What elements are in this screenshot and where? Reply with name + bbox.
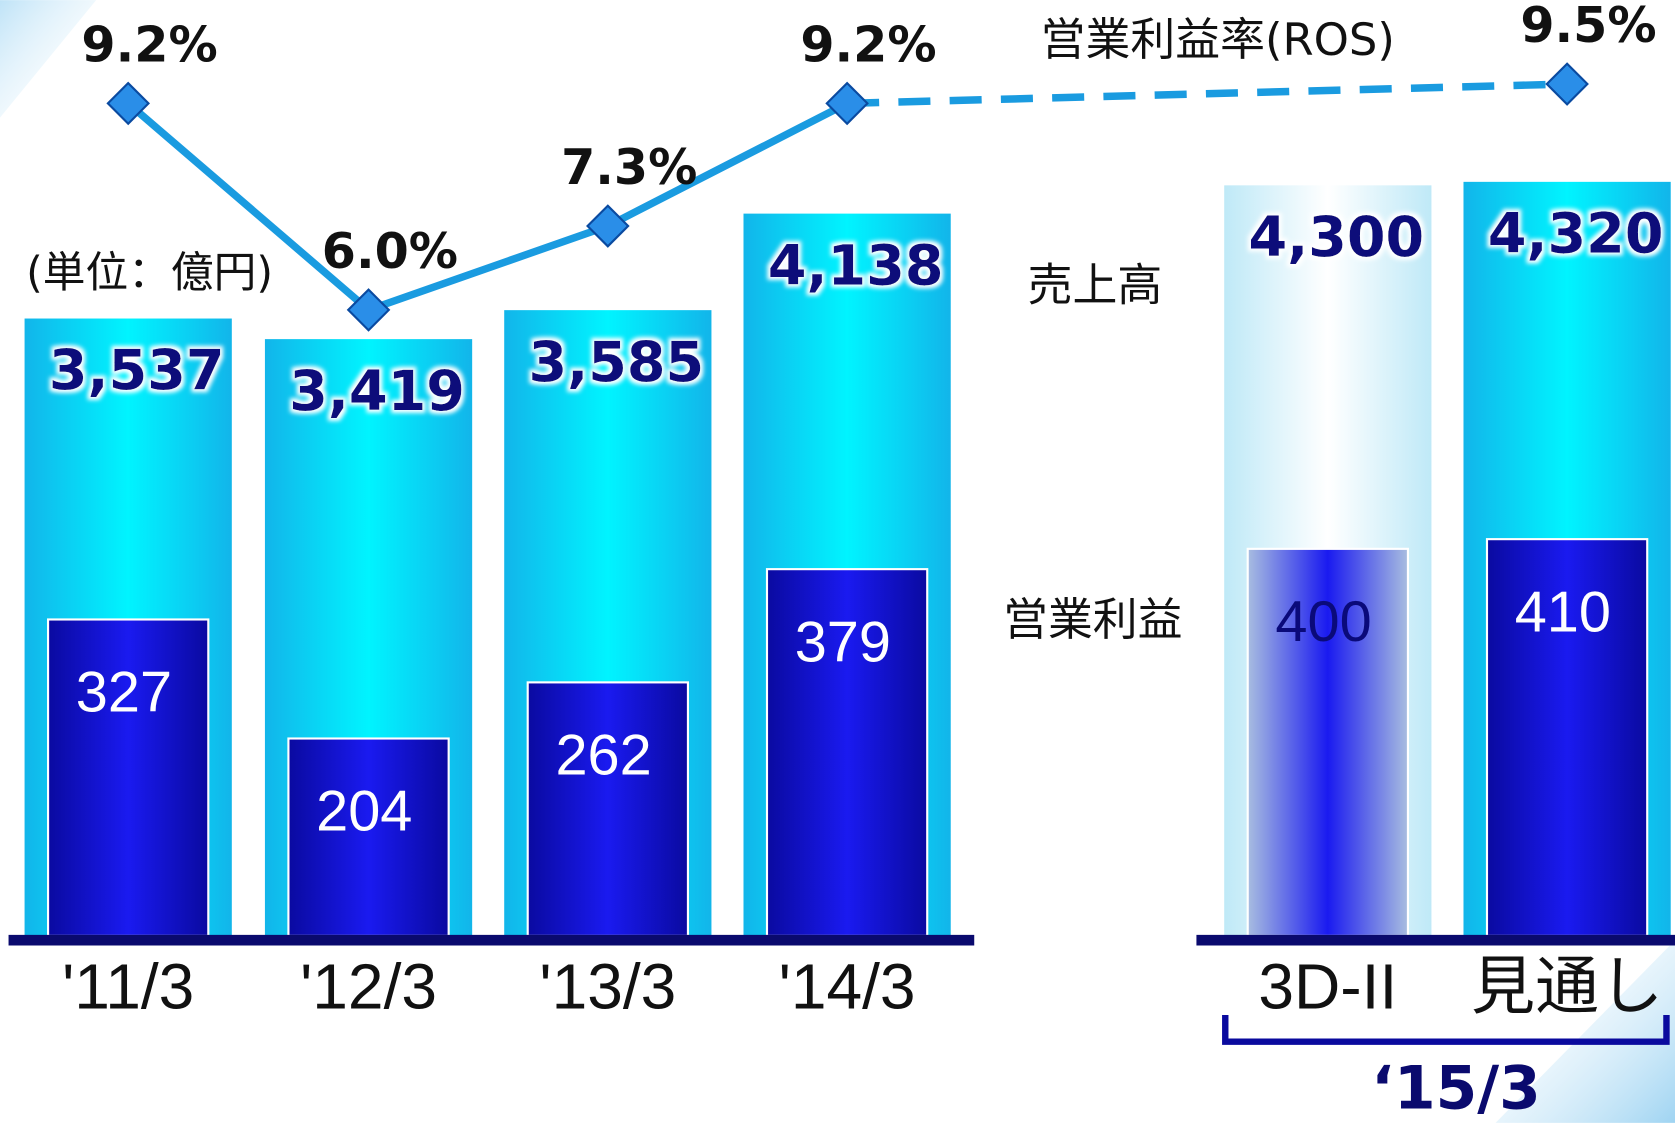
x-tick-label: '14/3 bbox=[779, 950, 916, 1022]
ros-label: 9.2% bbox=[800, 15, 936, 73]
plot: '11/3 '12/3 '13/3 '14/3 3D-II 見通し 3,537 3,419 3,… bbox=[24, 0, 1671, 1022]
ros-marker bbox=[1545, 62, 1589, 106]
x-tick-label: '13/3 bbox=[539, 950, 676, 1022]
x-tick-label: 見通し bbox=[1471, 950, 1663, 1022]
profit-bar bbox=[287, 737, 450, 937]
ros-label: 9.5% bbox=[1520, 0, 1656, 54]
profit-bar bbox=[1485, 538, 1649, 937]
profit-label: 327 bbox=[76, 661, 172, 725]
ros-marker bbox=[586, 204, 630, 248]
x-tick-label: '11/3 bbox=[62, 950, 194, 1022]
sales-label: 4,300 bbox=[1249, 205, 1425, 270]
ros-label: 9.2% bbox=[81, 15, 217, 73]
profit-bar bbox=[765, 568, 929, 937]
legend-label: 売上高 bbox=[1028, 259, 1163, 312]
ros-label: 7.3% bbox=[561, 138, 697, 196]
group-bracket bbox=[1222, 1014, 1670, 1045]
ros-marker bbox=[825, 81, 869, 126]
unit-label: (単位：億円) bbox=[26, 248, 273, 298]
profit-bar bbox=[526, 681, 690, 937]
legend-label: 営業利益 bbox=[1003, 593, 1182, 646]
profit-label: 379 bbox=[795, 610, 891, 674]
profit-label: 410 bbox=[1515, 580, 1611, 644]
sales-label: 3,537 bbox=[49, 338, 225, 403]
ros-label: 6.0% bbox=[322, 222, 458, 280]
ros-marker bbox=[106, 81, 150, 126]
background-streak bbox=[0, 0, 97, 118]
profit-label: 262 bbox=[555, 724, 651, 788]
sales-label: 3,419 bbox=[289, 359, 465, 424]
sales-label: 4,320 bbox=[1488, 202, 1664, 267]
sales-label: 4,138 bbox=[768, 233, 944, 298]
x-tick-label: '12/3 bbox=[300, 950, 437, 1022]
profit-bar bbox=[47, 618, 210, 937]
profit-label: 204 bbox=[316, 780, 412, 844]
ros-marker bbox=[346, 288, 391, 332]
legend-label: 営業利益率(ROS) bbox=[1041, 13, 1395, 66]
ros-forecast-line bbox=[847, 80, 1568, 108]
x-tick-label: 3D-II bbox=[1258, 950, 1397, 1022]
group-label: ‘15/3 bbox=[1371, 1053, 1540, 1123]
profit-label: 400 bbox=[1275, 590, 1371, 654]
ros-line bbox=[125, 100, 849, 315]
sales-label: 3,585 bbox=[529, 330, 705, 395]
